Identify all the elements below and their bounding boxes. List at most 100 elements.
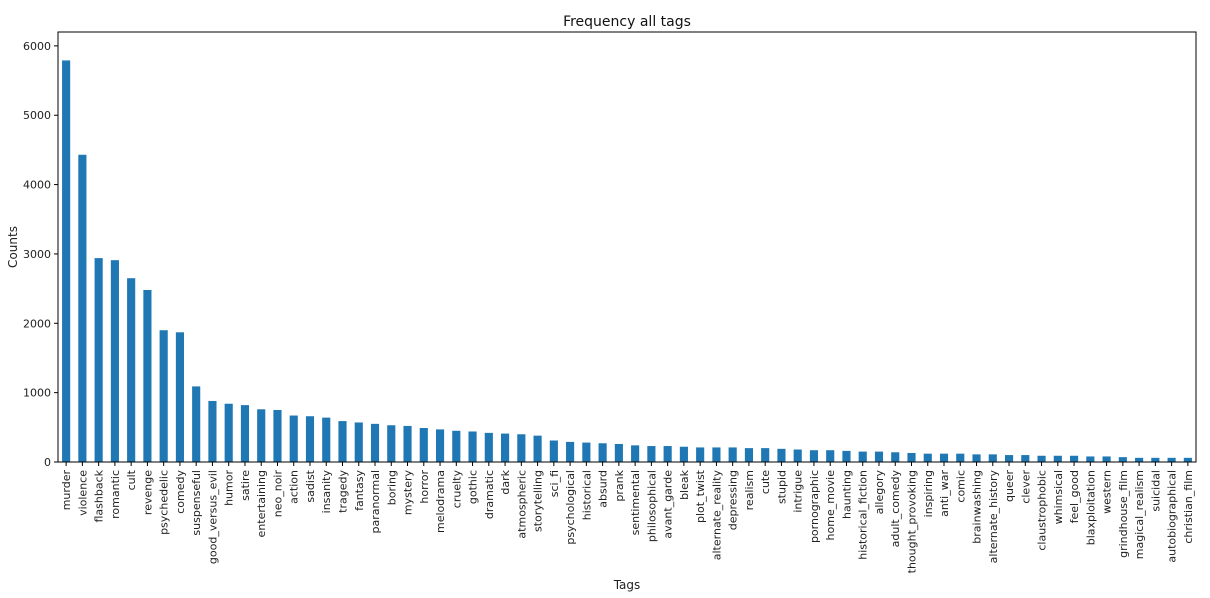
x-tick-label: melodrama bbox=[434, 470, 447, 533]
x-tick-label: humor bbox=[223, 470, 236, 506]
x-tick-label: magical_realism bbox=[1133, 470, 1146, 559]
x-tick-label: good_versus_evil bbox=[206, 470, 219, 564]
bar-psychedelic bbox=[159, 330, 168, 462]
bar-action bbox=[289, 415, 298, 462]
bar-sci_fi bbox=[549, 440, 558, 462]
y-tick-label: 6000 bbox=[23, 40, 51, 53]
bar-cruelty bbox=[452, 430, 461, 462]
x-tick-label: revenge bbox=[141, 470, 154, 515]
bar-brainwashing bbox=[972, 454, 981, 462]
bar-prank bbox=[614, 443, 623, 462]
bar-feel_good bbox=[1070, 455, 1079, 462]
x-tick-label: plot_twist bbox=[694, 469, 707, 523]
x-tick-label: tragedy bbox=[337, 470, 350, 513]
bar-dark bbox=[501, 433, 510, 462]
x-tick-label: boring bbox=[385, 470, 398, 505]
bar-thought_provoking bbox=[907, 452, 916, 462]
x-tick-label: horror bbox=[418, 470, 431, 504]
x-tick-label: anti_war bbox=[938, 470, 951, 517]
x-tick-label: mystery bbox=[402, 470, 415, 516]
x-tick-label: haunting bbox=[840, 470, 853, 519]
bar-entertaining bbox=[257, 409, 266, 462]
x-tick-label: home_movie bbox=[824, 470, 837, 541]
bar-home_movie bbox=[826, 450, 835, 462]
x-tick-label: insanity bbox=[320, 470, 333, 514]
x-tick-label: atmospheric bbox=[515, 470, 528, 539]
x-tick-label: alternate_history bbox=[987, 470, 1000, 564]
x-tick-label: whimsical bbox=[1052, 470, 1065, 524]
x-tick-label: alternate_reality bbox=[710, 470, 723, 561]
x-tick-label: suicidal bbox=[1149, 470, 1162, 512]
bar-psychological bbox=[566, 441, 575, 462]
bar-magical_realism bbox=[1135, 457, 1144, 462]
x-tick-label: allegory bbox=[873, 470, 886, 515]
bar-mystery bbox=[403, 425, 412, 462]
bar-murder bbox=[62, 60, 71, 462]
x-tick-label: inspiring bbox=[922, 470, 935, 517]
x-tick-label: historical bbox=[580, 470, 593, 520]
x-tick-label: philosophical bbox=[645, 470, 658, 542]
bar-stupid bbox=[777, 448, 786, 462]
bar-haunting bbox=[842, 450, 851, 462]
y-axis: 0 1000 2000 3000 4000 5000 6000 bbox=[23, 40, 58, 469]
plot-frame bbox=[57, 31, 1197, 463]
x-tick-label: pornographic bbox=[808, 470, 821, 543]
x-tick-label: stupid bbox=[775, 470, 788, 504]
bar-plot_twist bbox=[696, 447, 705, 462]
bars bbox=[62, 60, 1192, 463]
x-tick-label: paranormal bbox=[369, 470, 382, 534]
bar-flashback bbox=[94, 258, 103, 462]
x-tick-label: claustrophobic bbox=[1036, 470, 1049, 551]
bar-neo_noir bbox=[273, 409, 282, 462]
bar-alternate_reality bbox=[712, 447, 721, 462]
x-tick-label: neo_noir bbox=[271, 470, 284, 518]
bar-blaxploitation bbox=[1086, 456, 1095, 462]
y-tick-label: 4000 bbox=[23, 179, 51, 192]
bar-tragedy bbox=[338, 421, 347, 462]
bar-historical_fiction bbox=[858, 451, 867, 462]
bar-dramatic bbox=[484, 432, 493, 462]
bar-suicidal bbox=[1151, 457, 1160, 462]
bar-allegory bbox=[874, 451, 884, 462]
bar-autobiographical bbox=[1167, 457, 1176, 462]
bar-depressing bbox=[728, 447, 737, 462]
x-tick-label: entertaining bbox=[255, 470, 268, 537]
x-tick-label: avant_garde bbox=[662, 470, 675, 539]
bar-whimsical bbox=[1053, 455, 1062, 462]
bar-horror bbox=[419, 428, 428, 462]
bar-humor bbox=[224, 403, 233, 462]
y-tick-label: 2000 bbox=[23, 317, 51, 330]
bar-grindhouse_film bbox=[1118, 457, 1127, 462]
bar-good_versus_evil bbox=[208, 400, 217, 462]
x-tick-label: historical_fiction bbox=[857, 470, 870, 560]
y-tick-label: 5000 bbox=[23, 109, 51, 122]
bar-adult_comedy bbox=[891, 452, 900, 462]
bar-christian_film bbox=[1183, 457, 1192, 462]
x-tick-label: sci_fi bbox=[548, 470, 561, 497]
x-tick-label: action bbox=[288, 470, 301, 504]
x-tick-label: comedy bbox=[174, 470, 187, 514]
bar-comedy bbox=[175, 332, 184, 462]
x-tick-label: violence bbox=[76, 470, 89, 516]
bar-queer bbox=[1004, 455, 1014, 462]
bar-violence bbox=[78, 154, 87, 463]
x-tick-label: queer bbox=[1003, 470, 1016, 502]
bar-paranormal bbox=[370, 423, 380, 462]
y-axis-title: Counts bbox=[6, 226, 20, 268]
x-tick-label: gothic bbox=[467, 470, 480, 504]
x-tick-label: blaxploitation bbox=[1084, 470, 1097, 545]
x-tick-label: cult bbox=[125, 469, 138, 490]
bar-fantasy bbox=[354, 422, 363, 462]
x-tick-label: christian_film bbox=[1182, 470, 1195, 544]
x-tick-label: comic bbox=[954, 470, 967, 503]
x-tick-label: western bbox=[1101, 470, 1114, 514]
bar-historical bbox=[582, 442, 591, 462]
bar-boring bbox=[387, 425, 396, 462]
bar-storytelling bbox=[533, 435, 542, 462]
bar-cult bbox=[127, 278, 136, 462]
bar-suspenseful bbox=[192, 386, 201, 462]
bar-avant_garde bbox=[663, 446, 672, 462]
x-tick-label: realism bbox=[743, 470, 756, 510]
bar-revenge bbox=[143, 290, 152, 462]
